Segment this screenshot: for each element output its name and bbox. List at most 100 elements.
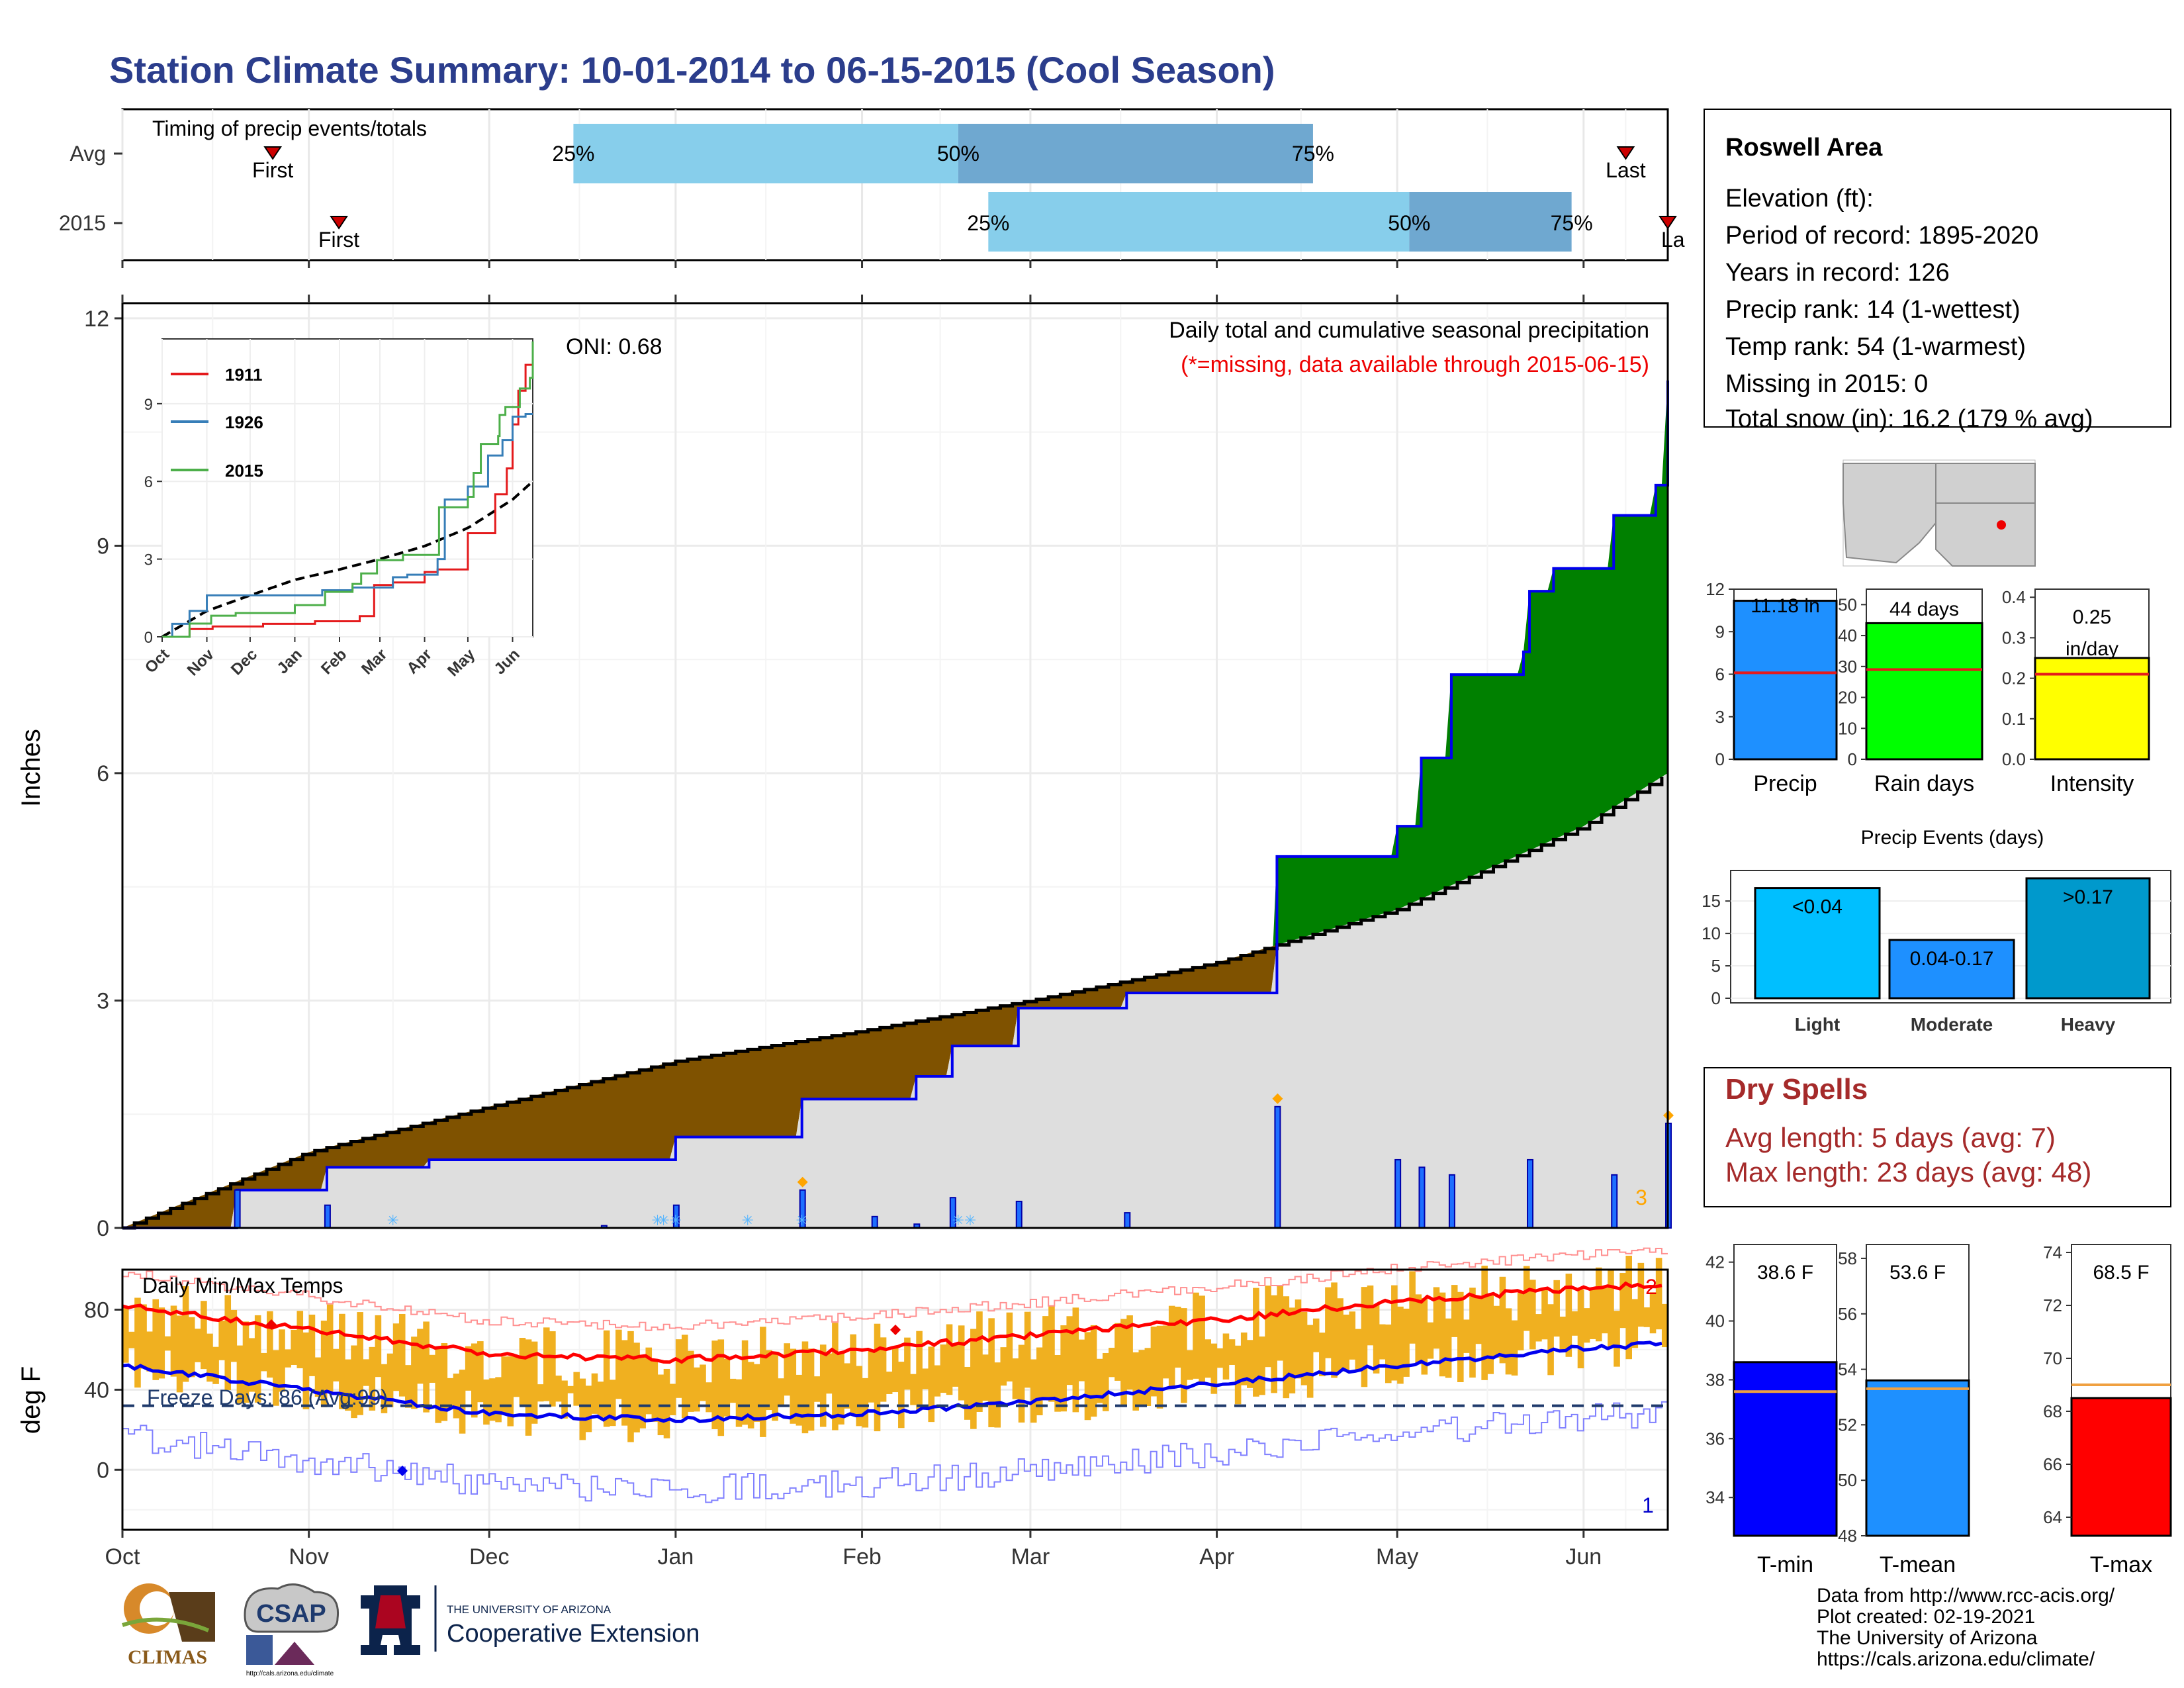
daily-temp-bar [1072,1307,1079,1413]
daily-temp-bar [1577,1289,1584,1369]
oni-label: ONI: 0.68 [566,334,662,359]
daily-temp-bar [1054,1354,1061,1412]
inset-2015-line [162,341,534,638]
csap-url: http://cals.arizona.edu/climate [246,1670,334,1677]
avg-p75-label: 75% [1292,142,1334,165]
record-low-marker-icon [397,1466,408,1476]
event-bar-label: <0.04 [1792,896,1843,918]
daily-temp-bar [1529,1280,1536,1350]
daily-temp-bar [796,1374,803,1426]
daily-temp-bar [1397,1306,1404,1384]
daily-temp-bar [1583,1308,1590,1343]
summary-bar-tick: 50 [1838,594,1857,614]
summary-bar-label: Intensity [2050,771,2134,796]
daily-temp-bar [291,1329,297,1365]
summary-bar-tick: 10 [1838,718,1857,738]
daily-precip-bar [871,1215,878,1229]
daily-precip-bar [1611,1174,1618,1229]
inset-y-tick-label: 9 [144,396,153,414]
event-bar-moderate [1888,939,2015,1000]
temp-summary-tick: 70 [2043,1348,2062,1368]
daily-temp-bar [273,1350,279,1406]
ua-bottom-text: Cooperative Extension [447,1620,700,1648]
temp-summary-label: T-min [1757,1552,1813,1577]
temp-summary-t-max: 64 66 68 70 72 74 68.5 F T-max [2043,1243,2172,1577]
daily-temp-bar [1228,1339,1236,1365]
daily-temp-bar [411,1336,418,1409]
event-bar-label: >0.17 [2063,886,2113,908]
daily-temp-bar [891,1346,899,1393]
daily-temp-bar [603,1330,610,1427]
temp-summary-tick: 66 [2043,1454,2062,1474]
daily-temp-bar [248,1338,255,1392]
cumulative-area [122,773,1668,1228]
daily-temp-bar [128,1331,135,1348]
daily-temp-bar [1475,1296,1482,1344]
daily-temp-bar [1109,1348,1115,1378]
daily-temp-bar [633,1342,640,1432]
daily-temp-bar [230,1309,238,1362]
daily-temp-bar [832,1323,839,1430]
daily-temp-bar [1373,1304,1380,1374]
daily-temp-bar [1156,1325,1163,1409]
daily-temp-bar [296,1311,304,1368]
daily-temp-bar [302,1332,310,1410]
daily-temp-bar [519,1338,526,1406]
ua-extension-logo: THE UNIVERSITY OF ARIZONA Cooperative Ex… [357,1579,741,1662]
inset-y-tick-label: 6 [144,473,153,491]
daily-temp-bar [507,1356,514,1427]
daily-temp-bar [392,1323,400,1391]
daily-temp-bar [146,1331,153,1372]
snow-icon: ✳ [670,1212,682,1229]
daily-temp-bar [970,1329,977,1429]
daily-temp-bar [501,1356,508,1414]
daily-temp-bar [1222,1333,1230,1380]
daily-temp-bar [1265,1286,1271,1368]
daily-temp-bar [1385,1324,1392,1383]
temp-summary-tick: 34 [1706,1487,1725,1507]
station-info-box: Roswell Area Elevation (ft): Period of r… [1704,109,2171,433]
snow-event-marker-icon [1272,1093,1283,1104]
y2015-last-marker-icon [1659,216,1677,230]
temp-panel: Daily Min/Max Temps Freeze Days: 86 (Avg… [17,260,1669,1570]
daily-temp-bar [435,1348,442,1423]
missing-note: (*=missing, data available through 2015-… [1181,352,1649,377]
daily-temp-bar [1162,1325,1169,1379]
daily-temp-bar [465,1346,472,1391]
daily-temp-bar [1343,1314,1349,1371]
daily-temp-bar [459,1370,466,1434]
daily-temp-bar [639,1354,646,1429]
daily-temp-bar [591,1373,598,1414]
daily-temp-bar [369,1346,376,1411]
daily-temp-bar [1126,1315,1133,1390]
inset-frame [161,338,533,637]
daily-temp-bar [1174,1306,1181,1368]
daily-temp-bar [152,1299,159,1380]
temp-summary-tick: 42 [1706,1252,1725,1272]
daily-temp-bar [1102,1352,1109,1411]
daily-temp-bar [1493,1305,1500,1358]
daily-temp-bar [320,1321,328,1407]
timing-panel: Timing of precip events/totals Avg 2015 … [59,108,1685,261]
daily-temp-bar [1553,1280,1560,1337]
daily-temp-bar [856,1366,863,1427]
y2015-50-75-bar [1409,192,1572,252]
events-y-tick: 5 [1711,956,1721,976]
daily-temp-bar [645,1347,653,1415]
daily-temp-bar [934,1365,941,1397]
daily-temp-bar [314,1357,322,1397]
daily-temp-bar [1625,1255,1632,1360]
daily-temp-bar [940,1344,947,1393]
daily-temp-bar [1048,1305,1055,1402]
temp-summary-bar [2070,1397,2172,1537]
daily-temp-bar [561,1380,568,1419]
daily-temp-bar [1205,1339,1211,1378]
event-bar-label: 0.04-0.17 [1910,948,1994,970]
daily-temp-bar [224,1295,232,1391]
daily-temp-bar [279,1329,285,1392]
month-tick-label: Jan [657,1544,694,1570]
daily-temp-bar [766,1350,772,1411]
month-tick-label: Dec [469,1544,509,1570]
daily-temp-bar [1030,1359,1037,1423]
avg-p50-label: 50% [937,142,979,165]
